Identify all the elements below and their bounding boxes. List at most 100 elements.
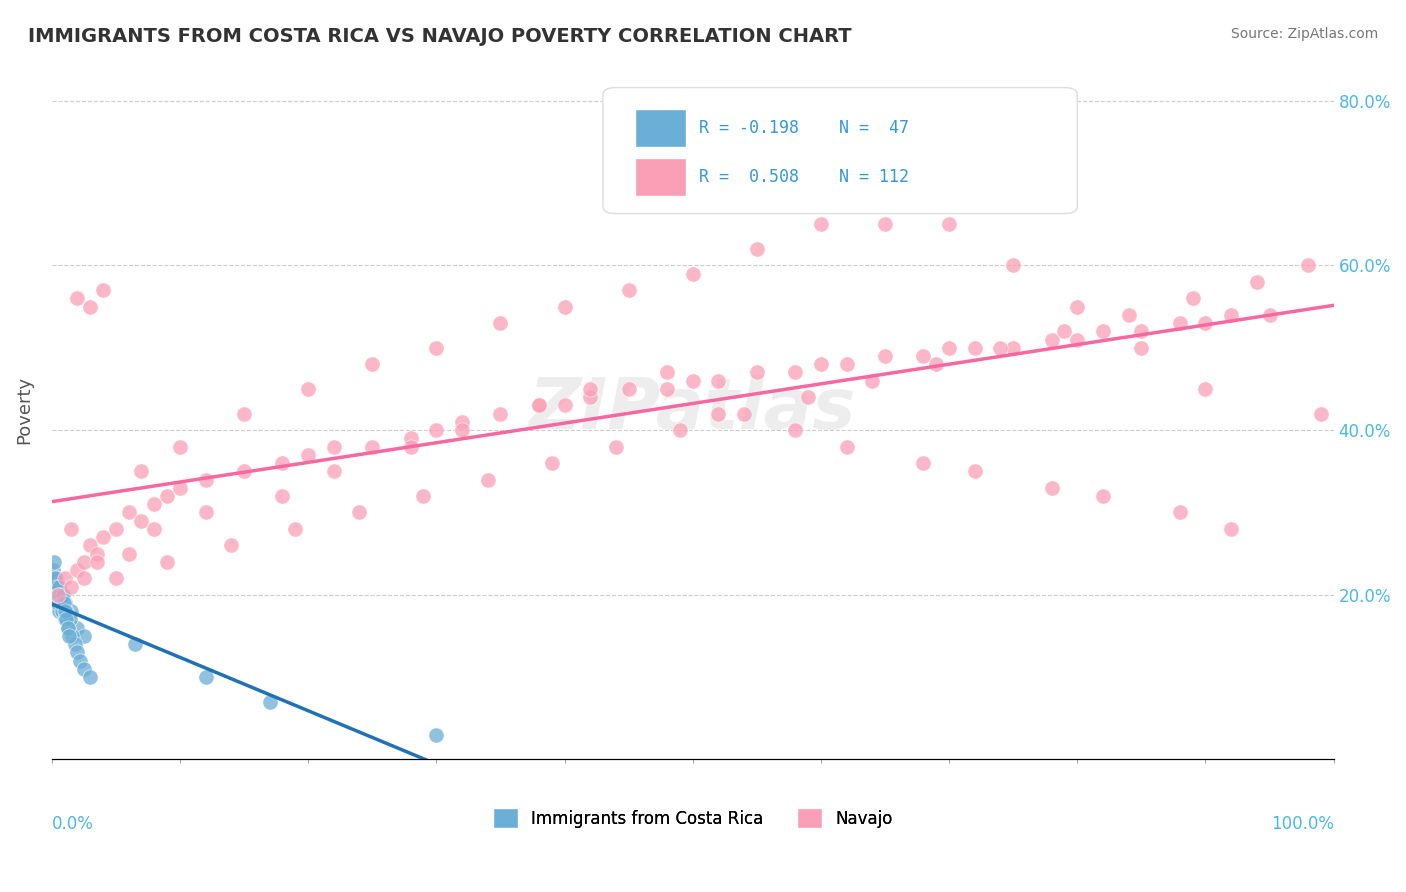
Point (399, 440, 422, 454)
Point (835, 440, 858, 454)
Point (169, 440, 191, 454)
Point (540, 456, 562, 470)
Point (58, 629, 80, 643)
Point (51, 604, 73, 618)
Point (66, 291, 89, 305)
Point (745, 242, 768, 256)
Point (48, 580, 70, 594)
Point (605, 440, 627, 454)
Point (69, 654, 91, 668)
Point (912, 349, 935, 363)
Text: ZIPatlas: ZIPatlas (529, 375, 856, 444)
Point (219, 538, 242, 552)
Point (1220, 308, 1243, 322)
Point (682, 374, 704, 388)
Point (118, 505, 141, 519)
Point (143, 522, 166, 536)
Point (42, 555, 65, 569)
Point (835, 357, 858, 371)
Point (131, 464, 153, 478)
Point (143, 497, 166, 511)
Point (45, 580, 67, 594)
Point (938, 217, 960, 231)
Point (1168, 316, 1191, 330)
Point (194, 505, 217, 519)
Point (399, 431, 422, 445)
Point (297, 448, 319, 462)
Point (284, 522, 307, 536)
Point (45, 571, 67, 585)
Point (873, 349, 896, 363)
Point (59, 522, 82, 536)
Point (79, 538, 101, 552)
Point (1194, 382, 1216, 396)
Point (1246, 275, 1268, 289)
Text: R = -0.198    N =  47: R = -0.198 N = 47 (699, 120, 910, 137)
Point (707, 407, 730, 421)
Point (73, 555, 96, 569)
Point (59, 612, 82, 626)
Point (271, 456, 294, 470)
Point (1296, 259, 1319, 273)
Point (1258, 308, 1281, 322)
Point (56, 612, 79, 626)
Point (73, 629, 96, 643)
Point (1194, 316, 1216, 330)
Point (1040, 333, 1063, 347)
Point (48, 604, 70, 618)
Point (1091, 324, 1114, 338)
Point (156, 489, 179, 503)
Point (553, 398, 575, 412)
Point (1309, 407, 1331, 421)
Point (124, 637, 146, 651)
Point (86, 547, 108, 561)
Point (1181, 291, 1204, 305)
Legend: Immigrants from Costa Rica, Navajo: Immigrants from Costa Rica, Navajo (486, 801, 900, 835)
Point (810, 357, 832, 371)
Point (797, 390, 820, 404)
Point (131, 514, 153, 528)
Point (46, 588, 69, 602)
Point (963, 341, 986, 355)
Point (297, 382, 319, 396)
Point (59, 580, 82, 594)
Point (425, 423, 447, 437)
Point (45, 588, 67, 602)
Point (655, 366, 678, 380)
Point (425, 728, 447, 742)
Point (55, 604, 77, 618)
Point (938, 341, 960, 355)
Point (1066, 300, 1088, 314)
Point (86, 555, 108, 569)
Point (46, 580, 69, 594)
Point (48, 580, 70, 594)
Point (785, 423, 807, 437)
Point (66, 645, 89, 659)
Point (733, 407, 755, 421)
Point (1130, 324, 1153, 338)
Point (860, 374, 883, 388)
FancyBboxPatch shape (603, 87, 1077, 213)
Point (1118, 308, 1140, 322)
Point (451, 415, 474, 429)
Point (45, 588, 67, 602)
Point (361, 440, 384, 454)
Point (1066, 333, 1088, 347)
Point (73, 571, 96, 585)
Point (322, 464, 344, 478)
Point (655, 382, 678, 396)
Text: Source: ZipAtlas.com: Source: ZipAtlas.com (1230, 27, 1378, 41)
Point (233, 407, 256, 421)
Point (53, 596, 76, 610)
Point (912, 456, 935, 470)
Point (46, 596, 69, 610)
Point (66, 621, 89, 635)
Point (988, 341, 1011, 355)
Point (527, 398, 550, 412)
Point (489, 316, 512, 330)
Point (259, 695, 281, 709)
Point (60, 629, 83, 643)
Point (91, 530, 114, 544)
Point (104, 571, 127, 585)
Point (52, 596, 75, 610)
